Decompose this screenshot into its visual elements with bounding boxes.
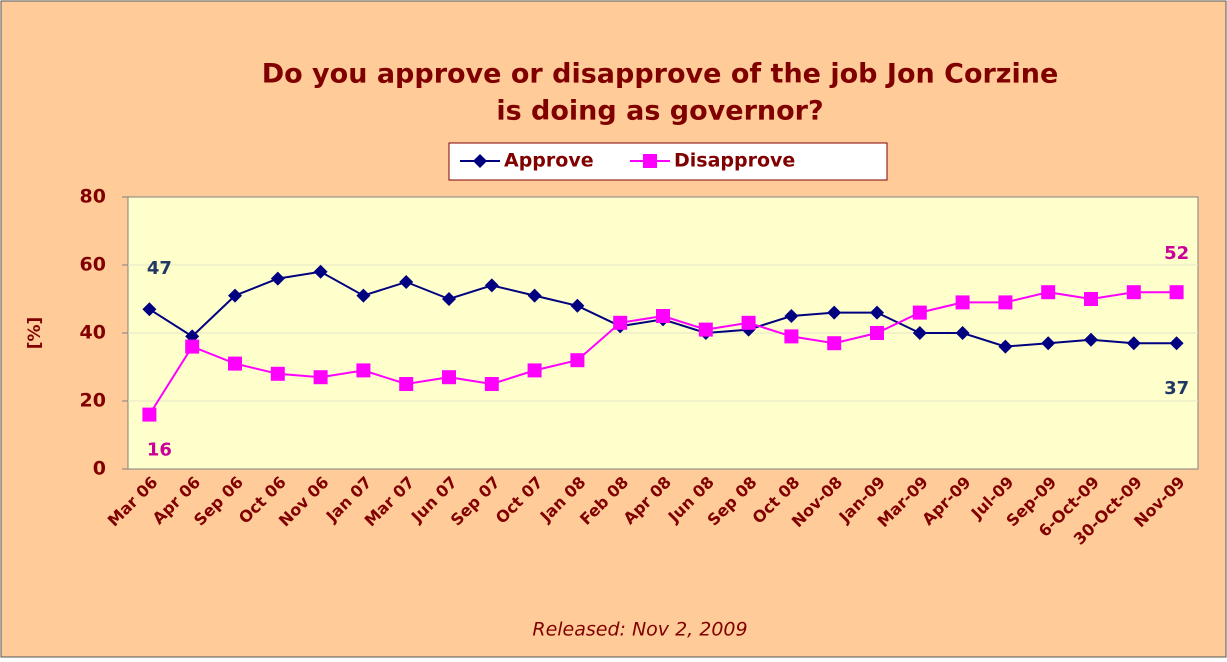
footer: Released: Nov 2, 2009 xyxy=(532,619,747,641)
marker xyxy=(912,326,927,340)
marker xyxy=(827,336,842,351)
marker xyxy=(142,302,157,317)
y-tick-label: 40 xyxy=(80,322,106,344)
marker xyxy=(1169,285,1184,300)
marker xyxy=(185,339,200,354)
marker xyxy=(1041,336,1056,351)
legend-label: Approve xyxy=(504,150,594,172)
marker xyxy=(784,309,799,323)
marker xyxy=(1126,285,1141,300)
marker xyxy=(313,264,328,279)
legend-marker xyxy=(643,154,657,168)
y-axis-label: [%] xyxy=(25,317,45,350)
marker xyxy=(698,322,713,337)
marker xyxy=(870,305,884,320)
marker xyxy=(1084,292,1098,306)
marker xyxy=(442,292,456,306)
y-tick-label: 0 xyxy=(93,458,106,480)
y-tick-label: 20 xyxy=(80,390,106,412)
marker xyxy=(142,407,157,422)
data-label: 52 xyxy=(1164,243,1189,264)
marker xyxy=(228,356,242,371)
marker xyxy=(613,315,628,330)
marker xyxy=(399,377,414,391)
data-label: 16 xyxy=(147,440,172,461)
y-tick-label: 60 xyxy=(80,254,106,276)
chart-title: is doing as governor? xyxy=(496,96,823,127)
marker xyxy=(484,377,499,391)
marker xyxy=(741,315,756,330)
data-label: 47 xyxy=(147,258,172,279)
marker xyxy=(570,353,585,368)
chart-title: Do you approve or disapprove of the job … xyxy=(262,59,1059,90)
legend-marker xyxy=(473,154,487,168)
marker xyxy=(270,366,285,381)
marker xyxy=(912,305,927,320)
marker xyxy=(570,298,585,313)
marker xyxy=(527,288,542,303)
marker xyxy=(998,295,1013,310)
marker xyxy=(356,363,371,378)
marker xyxy=(870,326,884,340)
marker xyxy=(998,339,1013,354)
marker xyxy=(955,295,970,310)
marker xyxy=(228,288,242,303)
marker xyxy=(827,305,842,320)
data-label: 37 xyxy=(1164,378,1189,399)
marker xyxy=(356,288,371,303)
marker xyxy=(484,278,499,293)
marker xyxy=(442,370,456,385)
marker xyxy=(1126,336,1141,351)
marker xyxy=(527,363,542,378)
y-tick-label: 80 xyxy=(80,186,106,208)
marker xyxy=(656,309,670,323)
marker xyxy=(270,271,285,286)
marker xyxy=(399,275,414,289)
marker xyxy=(313,370,328,385)
marker xyxy=(1084,332,1098,347)
legend-label: Disapprove xyxy=(674,150,795,172)
marker xyxy=(784,329,799,344)
marker xyxy=(955,326,970,340)
marker xyxy=(1041,285,1056,300)
marker xyxy=(1169,336,1184,351)
